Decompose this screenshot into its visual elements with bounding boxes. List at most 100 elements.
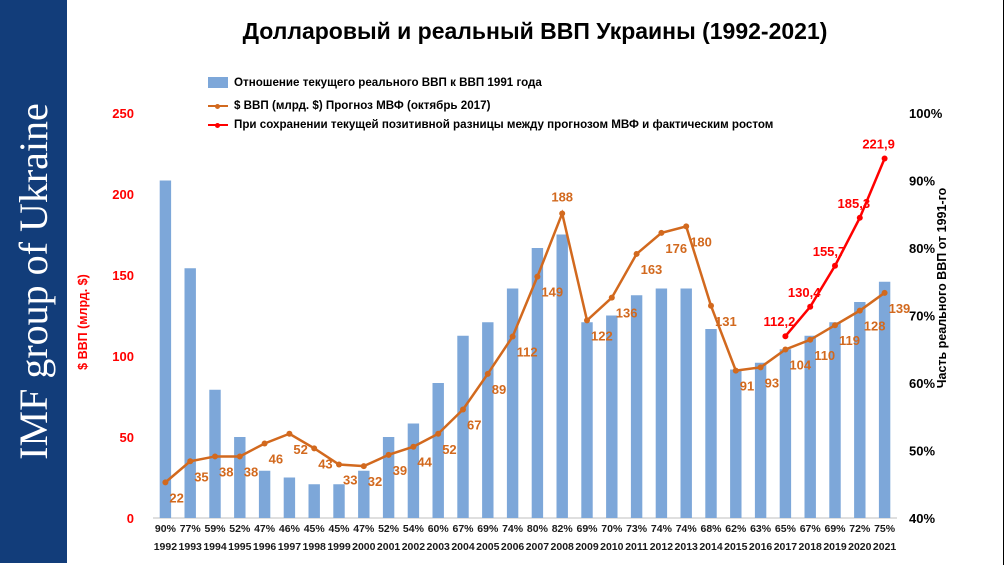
svg-text:2004: 2004 (451, 541, 475, 553)
svg-text:69%: 69% (824, 523, 846, 535)
svg-text:128: 128 (864, 319, 886, 334)
svg-text:131: 131 (715, 314, 737, 329)
svg-text:52%: 52% (229, 523, 251, 535)
svg-text:122: 122 (591, 328, 613, 343)
svg-text:67%: 67% (452, 523, 474, 535)
svg-text:33: 33 (343, 473, 357, 488)
svg-text:90%: 90% (909, 174, 935, 189)
svg-text:91: 91 (740, 379, 754, 394)
svg-text:35: 35 (194, 469, 208, 484)
svg-text:50: 50 (120, 430, 134, 445)
svg-text:1994: 1994 (203, 541, 227, 553)
svg-text:46: 46 (269, 452, 283, 467)
svg-text:40%: 40% (909, 511, 935, 526)
svg-text:150: 150 (112, 268, 134, 283)
svg-text:1999: 1999 (327, 541, 351, 553)
svg-text:139: 139 (889, 301, 911, 316)
svg-text:39: 39 (393, 463, 407, 478)
svg-text:110: 110 (814, 348, 835, 363)
svg-text:112,2: 112,2 (763, 314, 795, 329)
svg-text:69%: 69% (576, 523, 598, 535)
svg-text:67%: 67% (800, 523, 822, 535)
svg-text:2013: 2013 (675, 541, 699, 553)
svg-text:50%: 50% (909, 444, 935, 459)
svg-text:80%: 80% (909, 241, 935, 256)
svg-text:1993: 1993 (179, 541, 203, 553)
svg-text:1992: 1992 (154, 541, 178, 553)
svg-text:180: 180 (690, 234, 712, 249)
svg-text:75%: 75% (874, 523, 896, 535)
svg-text:47%: 47% (353, 523, 375, 535)
svg-text:45%: 45% (304, 523, 326, 535)
svg-text:2016: 2016 (749, 541, 773, 553)
svg-text:54%: 54% (403, 523, 425, 535)
svg-text:221,9: 221,9 (862, 137, 895, 152)
svg-text:2019: 2019 (823, 541, 847, 553)
svg-text:176: 176 (665, 241, 687, 256)
svg-text:52: 52 (442, 442, 456, 457)
svg-text:52: 52 (293, 442, 307, 457)
svg-text:155,7: 155,7 (813, 244, 846, 259)
svg-text:67: 67 (467, 418, 481, 433)
svg-text:74%: 74% (676, 523, 698, 535)
svg-text:72%: 72% (849, 523, 871, 535)
svg-text:1997: 1997 (278, 541, 302, 553)
svg-text:45%: 45% (328, 523, 350, 535)
svg-text:112: 112 (517, 345, 538, 360)
svg-text:185,3: 185,3 (838, 196, 871, 211)
svg-text:22: 22 (169, 490, 183, 505)
svg-text:2008: 2008 (551, 541, 575, 553)
svg-text:100%: 100% (909, 106, 943, 121)
svg-text:80%: 80% (527, 523, 549, 535)
svg-text:2020: 2020 (848, 541, 872, 553)
svg-text:136: 136 (616, 306, 638, 321)
svg-text:82%: 82% (552, 523, 574, 535)
svg-text:2018: 2018 (799, 541, 823, 553)
svg-text:2001: 2001 (377, 541, 401, 553)
svg-text:2015: 2015 (724, 541, 748, 553)
svg-text:2017: 2017 (774, 541, 798, 553)
svg-text:59%: 59% (204, 523, 226, 535)
svg-text:38: 38 (219, 464, 233, 479)
svg-text:46%: 46% (279, 523, 301, 535)
svg-text:62%: 62% (725, 523, 747, 535)
svg-text:2010: 2010 (600, 541, 624, 553)
svg-text:43: 43 (318, 456, 332, 471)
svg-text:1998: 1998 (303, 541, 327, 553)
svg-text:2011: 2011 (625, 541, 648, 553)
svg-text:250: 250 (112, 106, 134, 121)
svg-text:93: 93 (765, 375, 779, 390)
svg-text:104: 104 (789, 358, 811, 373)
svg-text:149: 149 (541, 285, 563, 300)
svg-text:65%: 65% (775, 523, 797, 535)
svg-text:2002: 2002 (402, 541, 426, 553)
svg-text:60%: 60% (909, 376, 935, 391)
svg-text:68%: 68% (700, 523, 722, 535)
svg-text:130,4: 130,4 (788, 285, 821, 300)
svg-text:52%: 52% (378, 523, 400, 535)
svg-text:47%: 47% (254, 523, 276, 535)
svg-text:74%: 74% (502, 523, 524, 535)
svg-text:2000: 2000 (352, 541, 376, 553)
svg-text:2009: 2009 (575, 541, 599, 553)
svg-text:63%: 63% (750, 523, 772, 535)
svg-text:2014: 2014 (699, 541, 723, 553)
svg-text:74%: 74% (651, 523, 673, 535)
svg-text:0: 0 (127, 511, 134, 526)
svg-text:73%: 73% (626, 523, 648, 535)
svg-text:69%: 69% (477, 523, 499, 535)
svg-text:44: 44 (417, 455, 432, 470)
svg-text:119: 119 (839, 333, 860, 348)
svg-text:200: 200 (112, 187, 134, 202)
svg-text:2005: 2005 (476, 541, 500, 553)
svg-text:90%: 90% (155, 523, 177, 535)
svg-text:100: 100 (112, 349, 134, 364)
svg-text:60%: 60% (428, 523, 450, 535)
svg-text:70%: 70% (601, 523, 623, 535)
svg-text:1996: 1996 (253, 541, 277, 553)
svg-text:32: 32 (368, 474, 382, 489)
svg-text:89: 89 (492, 382, 506, 397)
svg-text:188: 188 (551, 189, 573, 204)
svg-text:77%: 77% (180, 523, 202, 535)
svg-text:2021: 2021 (873, 541, 897, 553)
